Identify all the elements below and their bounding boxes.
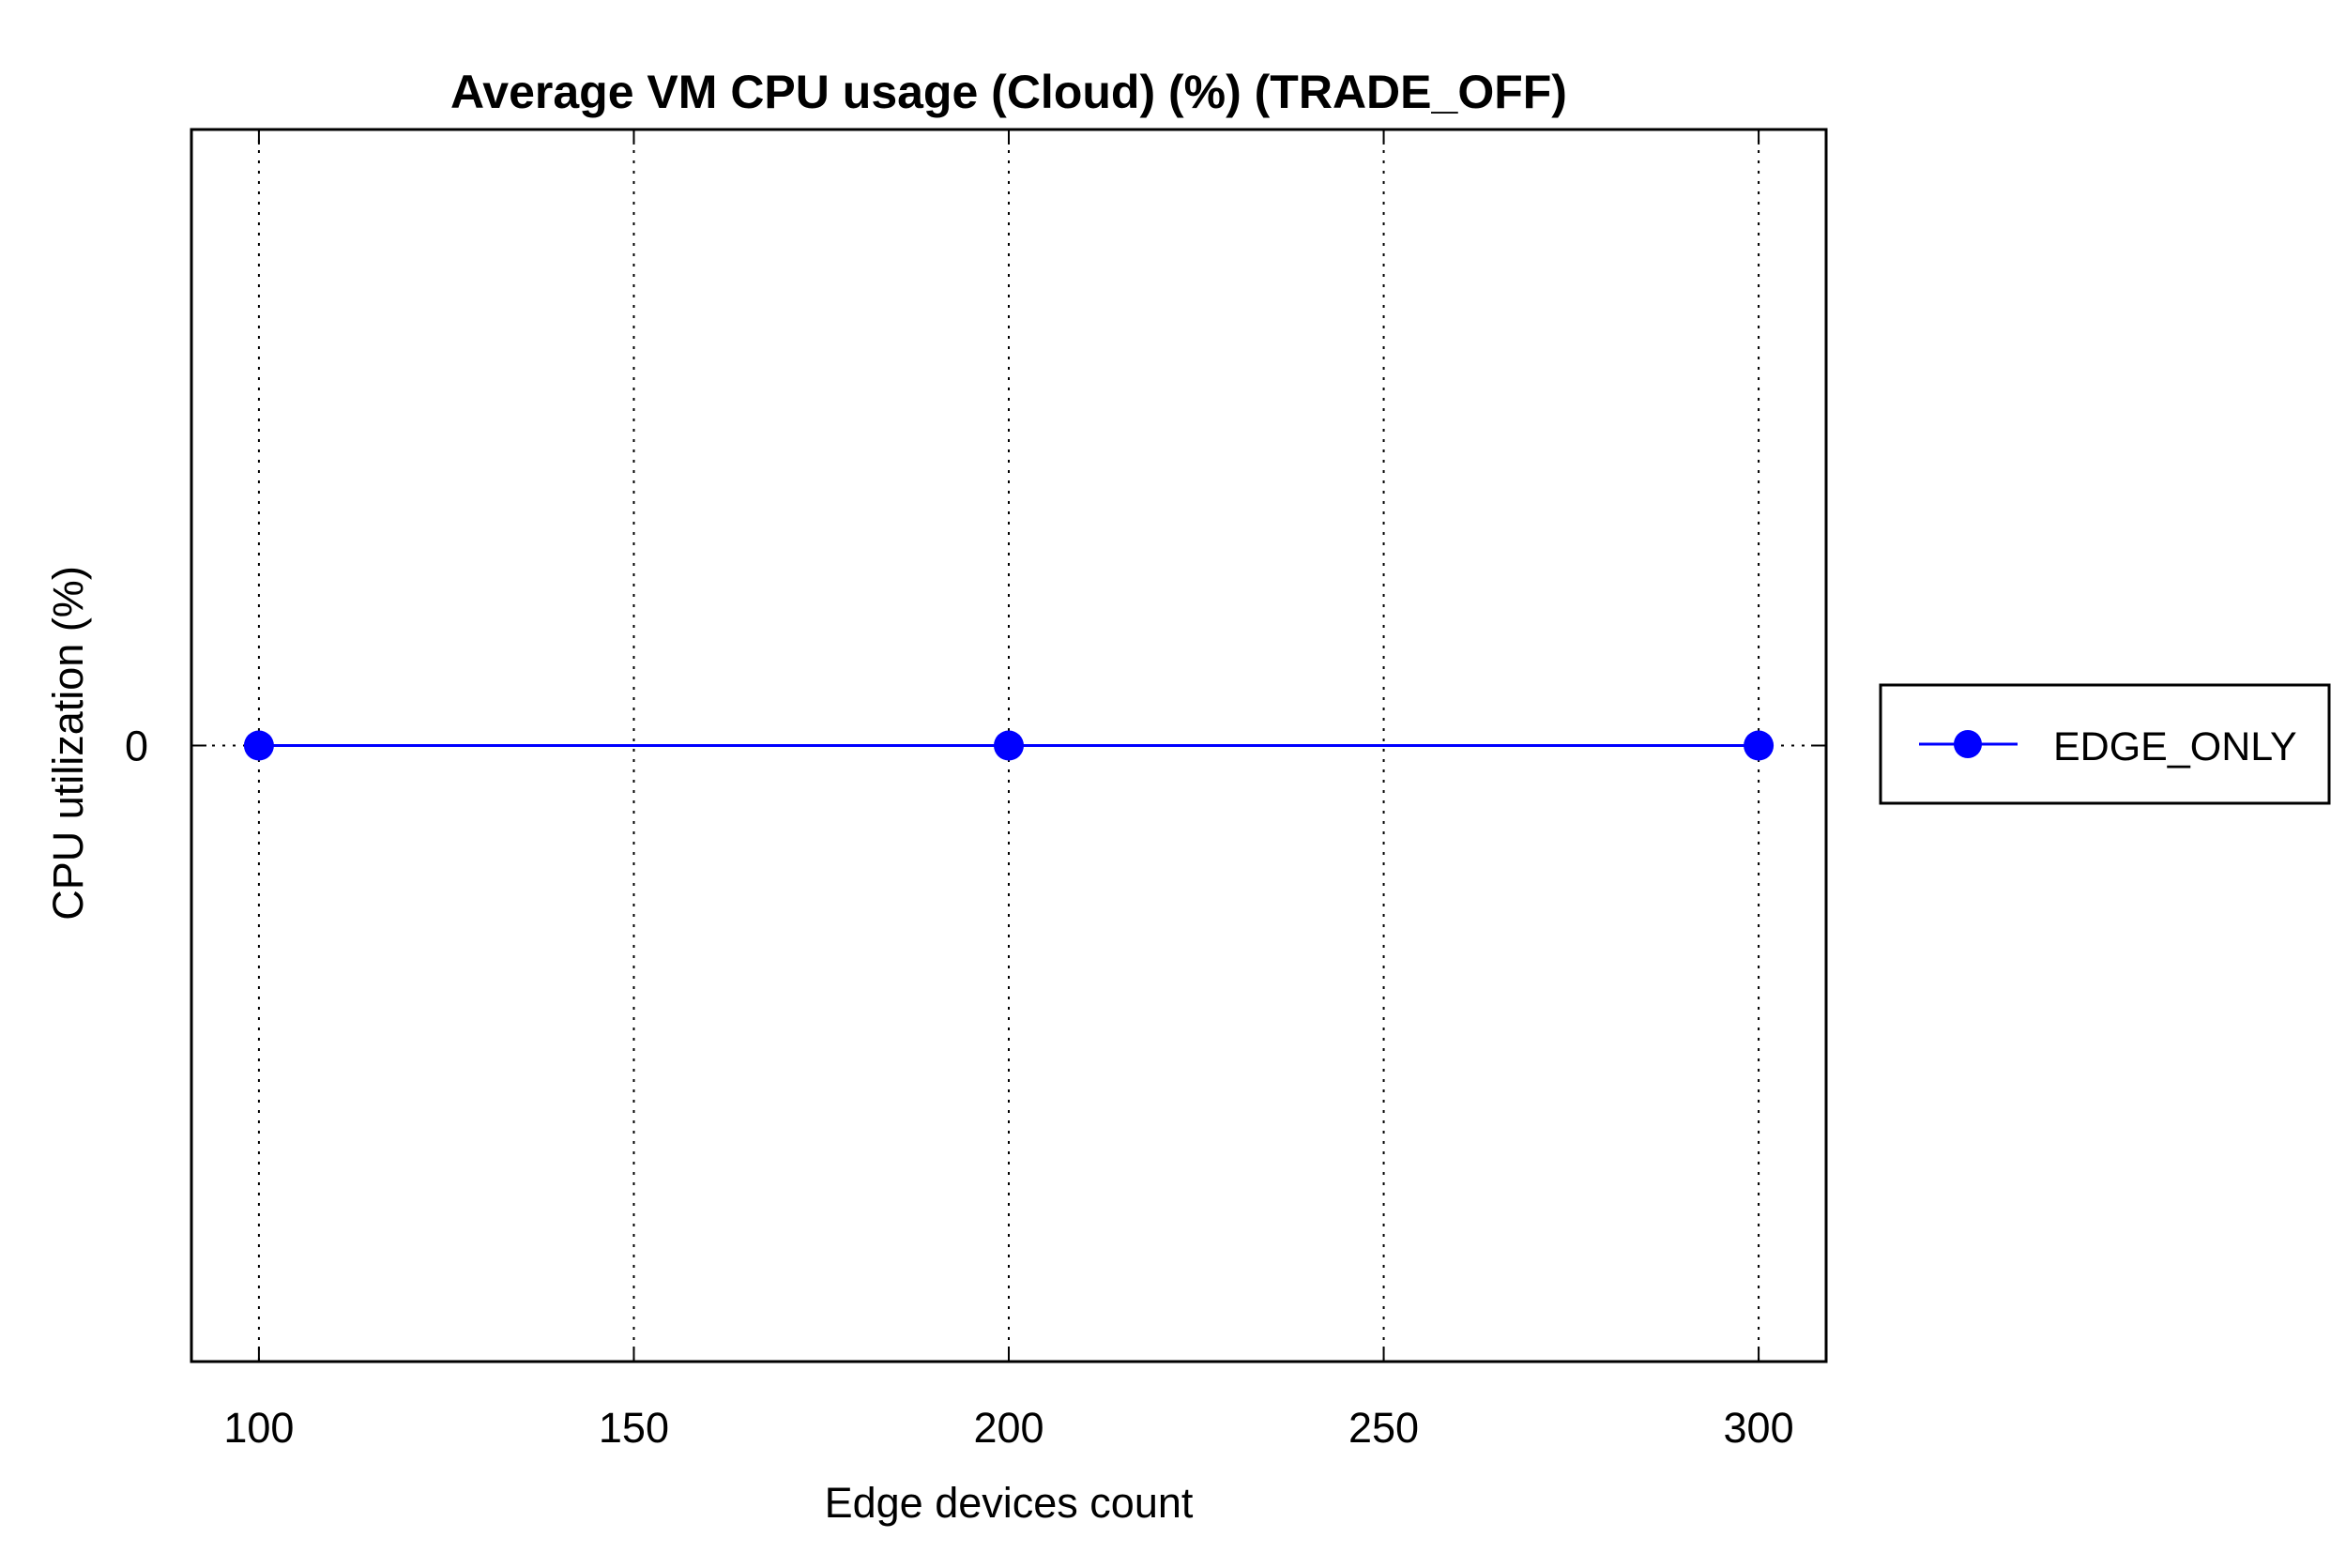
data-point-edge-only — [243, 730, 274, 761]
tick-layer: 100 150 200 250 300 0 — [125, 129, 1826, 1452]
chart-title: Average VM CPU usage (Cloud) (%) (TRADE_… — [450, 66, 1567, 118]
x-axis-label: Edge devices count — [825, 1479, 1194, 1527]
y-tick-label: 0 — [125, 723, 148, 770]
series-layer — [243, 730, 1775, 761]
x-tick-label: 100 — [223, 1404, 294, 1452]
x-tick-label: 150 — [599, 1404, 669, 1452]
data-point-edge-only — [994, 730, 1024, 761]
legend-label-edge-only: EDGE_ONLY — [2053, 724, 2297, 769]
y-axis-label: CPU utilization (%) — [44, 566, 92, 921]
legend-swatch-marker — [1954, 730, 1982, 758]
data-point-edge-only — [1744, 730, 1775, 761]
x-tick-label: 250 — [1348, 1404, 1419, 1452]
x-tick-label: 300 — [1724, 1404, 1794, 1452]
x-tick-label: 200 — [973, 1404, 1044, 1452]
legend: EDGE_ONLY — [1879, 683, 2331, 805]
